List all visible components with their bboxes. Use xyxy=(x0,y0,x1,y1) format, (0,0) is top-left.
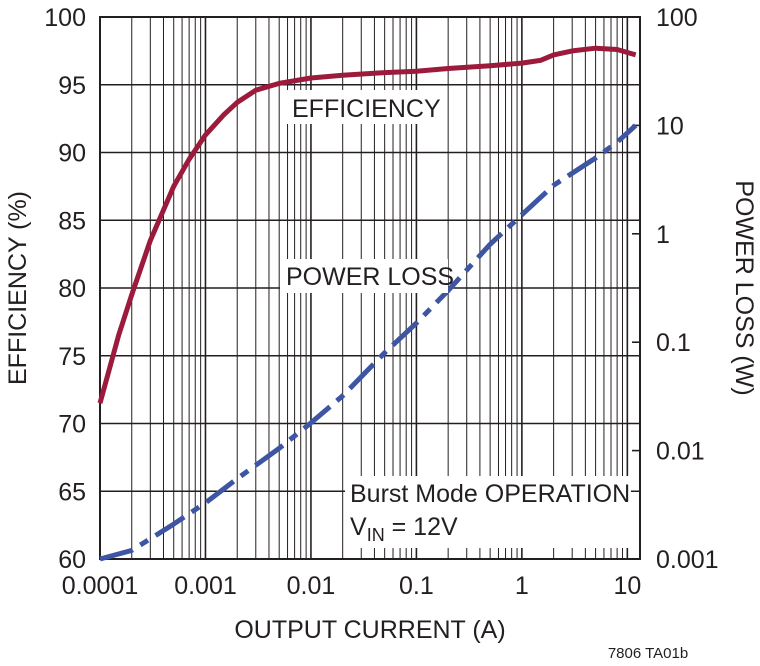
y-left-tick-label: 65 xyxy=(58,478,86,506)
x-tick-label: 0.0001 xyxy=(62,572,138,600)
efficiency-label: EFFICIENCY xyxy=(292,95,441,123)
condition-line-1: Burst Mode OPERATION xyxy=(350,480,630,508)
x-tick-label: 1 xyxy=(515,572,529,600)
condition-line-2-subscript: IN xyxy=(367,525,385,545)
y-axis-right-title: POWER LOSS (W) xyxy=(730,180,758,395)
power-loss-label: POWER LOSS xyxy=(286,263,454,291)
y-right-tick-label: 0.001 xyxy=(656,546,719,574)
x-tick-label: 0.001 xyxy=(174,572,237,600)
y-left-tick-label: 95 xyxy=(58,72,86,100)
x-axis-title: OUTPUT CURRENT (A) xyxy=(234,616,505,644)
annotations: EFFICIENCY POWER LOSS Burst Mode OPERATI… xyxy=(280,90,631,548)
y-left-tick-label: 80 xyxy=(58,275,86,303)
plot-frame xyxy=(99,16,641,560)
x-tick-label: 10 xyxy=(613,572,641,600)
y-left-tick-label: 85 xyxy=(58,207,86,235)
y-left-tick-label: 60 xyxy=(58,546,86,574)
y-right-tick-label: 1 xyxy=(656,221,670,249)
power-loss-series-line xyxy=(99,123,638,562)
condition-line-2: VIN = 12V xyxy=(350,513,458,545)
y-right-tick-label: 10 xyxy=(656,112,684,140)
efficiency-series-line xyxy=(97,45,637,404)
y-left-tick-label: 90 xyxy=(58,140,86,168)
y-left-tick-label: 75 xyxy=(58,343,86,371)
y-axis-left-title: EFFICIENCY (%) xyxy=(4,191,32,385)
condition-line-2-prefix: V xyxy=(350,513,367,541)
y-left-tick-label: 100 xyxy=(44,4,86,32)
condition-label-bg xyxy=(345,476,631,548)
x-tick-label: 0.01 xyxy=(287,572,336,600)
series xyxy=(97,45,638,562)
efficiency-label-bg xyxy=(286,90,434,124)
y-left-tick-label: 70 xyxy=(58,411,86,439)
condition-line-2-suffix: = 12V xyxy=(385,513,458,541)
y-right-tick-label: 0.01 xyxy=(656,438,705,466)
y-right-tick-label: 100 xyxy=(656,4,698,32)
power-loss-label-bg xyxy=(280,259,448,293)
x-tick-label: 0.1 xyxy=(399,572,434,600)
y-right-tick-label: 0.1 xyxy=(656,329,691,357)
figure-id: 7806 TA01b xyxy=(608,645,688,662)
ticks: 0.0001 0.001 0.01 0.1 1 106065707580859095100… xyxy=(44,4,718,600)
